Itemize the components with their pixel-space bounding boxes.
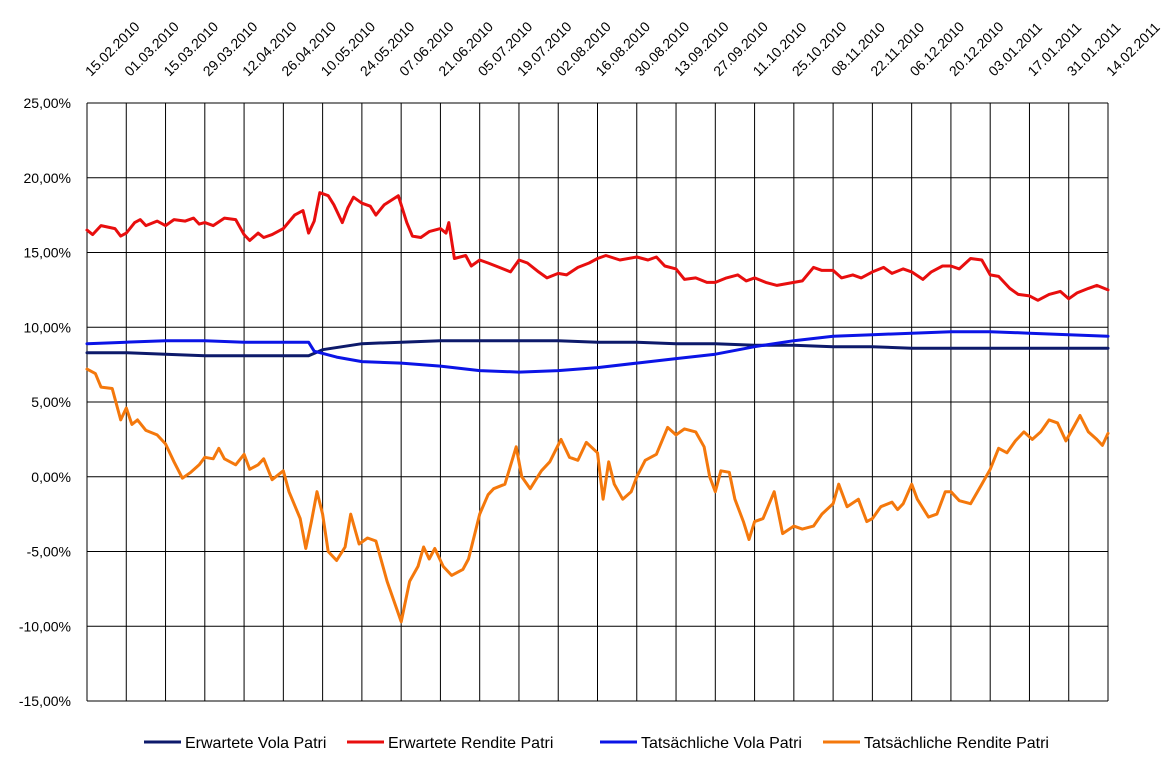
y-tick-label: 25,00% xyxy=(24,95,71,111)
y-tick-label: -15,00% xyxy=(19,693,71,709)
legend-label: Erwartete Vola Patri xyxy=(185,735,326,752)
legend-label: Tatsächliche Rendite Patri xyxy=(864,735,1049,752)
legend: Erwartete Vola Patri Erwartete Rendite Pa… xyxy=(144,735,1049,752)
grid-lines xyxy=(86,102,1109,702)
legend-label: Erwartete Rendite Patri xyxy=(388,735,553,752)
y-tick-label: 10,00% xyxy=(24,319,71,335)
y-tick-label: 15,00% xyxy=(24,245,71,261)
series-line-erwartete-vola-patri xyxy=(85,339,1110,358)
series-line-erwartete-rendite-patri xyxy=(85,191,1110,302)
y-tick-label: 5,00% xyxy=(31,394,71,410)
legend-label: Tatsächliche Vola Patri xyxy=(641,735,802,752)
series-lines xyxy=(85,191,1110,624)
y-axis-labels: 25,00% 20,00% 15,00% 10,00% 5,00% 0,00% -5,00%… xyxy=(19,95,71,709)
y-tick-label: -5,00% xyxy=(27,544,71,560)
series-line-tatsaechliche-rendite-patri xyxy=(85,367,1110,624)
y-tick-label: 20,00% xyxy=(24,170,71,186)
y-tick-label: -10,00% xyxy=(19,618,71,634)
series-line-tatsaechliche-vola-patri xyxy=(85,330,1110,374)
y-tick-label: 0,00% xyxy=(31,469,71,485)
